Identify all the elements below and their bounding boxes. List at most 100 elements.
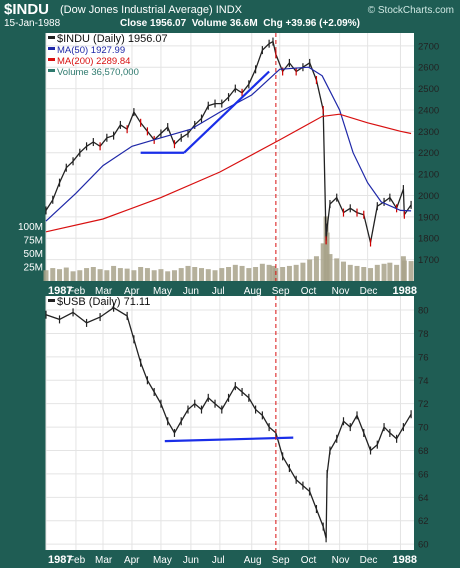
volume-bar: [280, 267, 286, 281]
volume-bar: [313, 256, 319, 281]
volume-bar: [293, 264, 299, 281]
x-tick-label: 1988: [392, 554, 416, 566]
ma50-line: [45, 66, 412, 222]
change-label: Chg +39.96 (+2.09%): [263, 18, 360, 29]
x-tick-label: Dec: [360, 555, 378, 566]
volume-bar: [354, 265, 360, 281]
x-tick-label: Apr: [124, 286, 140, 297]
quote-summary: Close 1956.07 Volume 36.6M Chg +39.96 (+…: [120, 18, 360, 29]
y-tick-label: 74: [418, 376, 429, 387]
y-tick-label: 78: [418, 329, 429, 340]
x-tick-label: May: [153, 555, 172, 566]
volume-bar: [205, 269, 211, 281]
x-tick-label: Aug: [244, 555, 262, 566]
volume-bar: [63, 267, 69, 281]
x-tick-label: Nov: [332, 286, 350, 297]
volume-tick-label: 50M: [24, 249, 43, 260]
volume-bar: [327, 254, 333, 281]
y-tick-label: 66: [418, 469, 429, 480]
x-tick-label: Oct: [301, 286, 317, 297]
volume-bar: [347, 264, 353, 281]
volume-bar: [124, 268, 130, 281]
legend-swatch: [48, 69, 55, 72]
volume-bar: [199, 268, 205, 281]
volume-bar: [43, 270, 49, 281]
volume-tick-label: 25M: [24, 263, 43, 274]
volume-bar: [117, 268, 123, 281]
y-tick-label: 2200: [418, 148, 439, 159]
volume-bar: [104, 270, 110, 281]
y-tick-label: 1700: [418, 255, 439, 266]
y-tick-label: 2600: [418, 63, 439, 74]
volume-bar: [266, 264, 272, 281]
volume-bar: [324, 232, 330, 281]
volume-bar: [77, 270, 83, 281]
x-tick-label: Oct: [301, 555, 317, 566]
trendline: [183, 70, 270, 154]
volume-tick-label: 100M: [18, 222, 43, 233]
volume-bar: [151, 270, 157, 281]
volume-label: Volume 36.6M: [191, 18, 258, 29]
legend-swatch: [48, 47, 55, 50]
volume-tick-label: 75M: [24, 236, 43, 247]
y-tick-label: 72: [418, 399, 429, 410]
volume-bar: [131, 270, 137, 281]
y-tick-label: 68: [418, 446, 429, 457]
volume-bar: [50, 268, 56, 281]
volume-bar: [387, 262, 393, 281]
trendline: [164, 436, 294, 443]
x-tick-label: Sep: [272, 286, 290, 297]
x-tick-label: 1988: [392, 285, 416, 297]
dow-price-panel: [46, 33, 414, 281]
y-tick-label: 2700: [418, 41, 439, 52]
volume-bar: [232, 264, 238, 281]
legend-label: $INDU (Daily) 1956.07: [57, 33, 168, 45]
y-tick-label: 60: [418, 540, 429, 551]
volume-bar: [158, 269, 164, 281]
volume-bar: [307, 259, 313, 281]
volume-bar: [219, 268, 225, 281]
volume-bar: [270, 265, 276, 281]
volume-bar: [57, 269, 63, 281]
y-tick-label: 80: [418, 306, 429, 317]
legend-label: Volume 36,570,000: [57, 67, 139, 78]
y-tick-label: 2400: [418, 105, 439, 116]
price-line: [45, 306, 412, 539]
chart-name: (Dow Jones Industrial Average) INDX: [60, 4, 242, 16]
y-tick-label: 2300: [418, 127, 439, 138]
y-tick-label: 64: [418, 493, 429, 504]
brand-watermark: © StockCharts.com: [367, 5, 454, 16]
volume-bar: [340, 261, 346, 281]
volume-bar: [165, 271, 171, 281]
volume-bar: [212, 270, 218, 281]
x-tick-label: Sep: [272, 555, 290, 566]
x-tick-label: Dec: [360, 286, 378, 297]
x-tick-label: 1987: [48, 285, 72, 297]
volume-bar: [394, 264, 400, 281]
y-tick-label: 70: [418, 423, 429, 434]
x-tick-label: Mar: [95, 555, 113, 566]
volume-bar: [381, 263, 387, 281]
legend-swatch: [48, 36, 55, 39]
volume-bar: [178, 268, 184, 281]
chart-date: 15-Jan-1988: [4, 18, 61, 29]
volume-bar: [300, 262, 306, 281]
y-tick-label: 1800: [418, 234, 439, 245]
x-tick-label: Nov: [332, 555, 350, 566]
x-tick-label: Jul: [212, 286, 225, 297]
legend-label: MA(50) 1927.99: [57, 45, 125, 56]
legend-label: MA(200) 2289.84: [57, 56, 130, 67]
volume-bar: [97, 269, 103, 281]
volume-bar: [334, 258, 340, 281]
volume-bar: [111, 265, 117, 281]
volume-bar: [368, 268, 374, 281]
volume-bar: [138, 267, 144, 281]
y-tick-label: 2000: [418, 191, 439, 202]
x-tick-label: 1987: [48, 554, 72, 566]
y-tick-label: 1900: [418, 212, 439, 223]
volume-bar: [185, 265, 191, 281]
volume-bar: [320, 243, 326, 281]
ma200-line: [45, 113, 412, 233]
volume-bar: [70, 271, 76, 281]
x-tick-label: Aug: [244, 286, 262, 297]
